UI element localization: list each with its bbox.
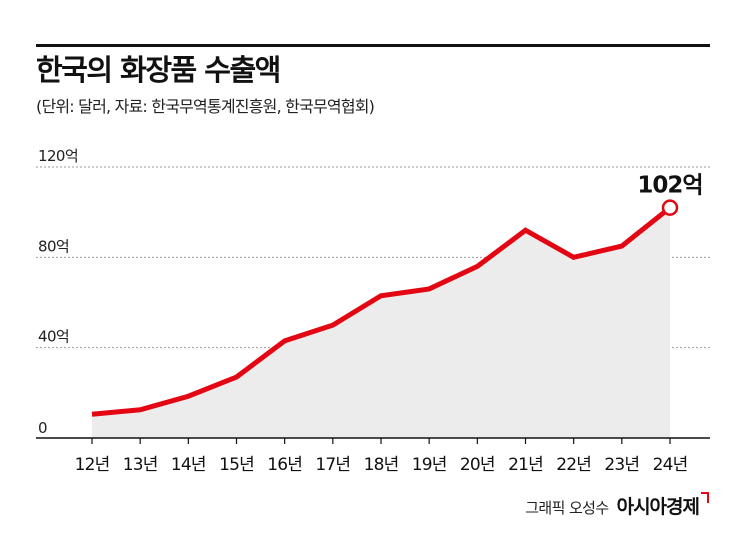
- x-tick-label: 17년: [315, 455, 350, 475]
- top-rule: [36, 44, 710, 47]
- brand-mark-icon: [701, 492, 709, 503]
- x-tick-label: 22년: [556, 455, 591, 475]
- x-tick-label: 18년: [364, 455, 399, 475]
- x-tick-label: 24년: [653, 455, 688, 475]
- y-tick-label: 40억: [38, 328, 69, 346]
- highlight-label: 102억: [637, 173, 702, 199]
- y-tick-label: 0: [38, 419, 47, 437]
- x-tick-label: 19년: [412, 455, 447, 475]
- credit-line: 그래픽 오성수 아시아경제: [525, 492, 709, 518]
- graphic-credit: 그래픽 오성수: [525, 499, 609, 517]
- x-tick-label: 20년: [460, 455, 495, 475]
- x-tick-label: 15년: [219, 455, 254, 475]
- area-fill: [92, 207, 670, 438]
- highlight-marker: [661, 199, 679, 216]
- brand-logo: 아시아경제: [616, 492, 709, 518]
- x-tick-label: 13년: [123, 455, 158, 475]
- x-tick-label: 12년: [75, 455, 110, 475]
- brand-name: 아시아경제: [616, 496, 700, 518]
- y-tick-label: 120억: [38, 147, 78, 165]
- y-tick-label: 80억: [38, 237, 69, 255]
- x-tick-label: 14년: [171, 455, 206, 475]
- x-tick-label: 23년: [604, 455, 639, 475]
- source-note: (단위: 달러, 자료: 한국무역통계진흥원, 한국무역협회): [36, 97, 375, 116]
- chart-title: 한국의 화장품 수출액: [36, 53, 281, 87]
- x-tick-label: 21년: [508, 455, 543, 475]
- series-line: [91, 205, 672, 417]
- x-tick-label: 16년: [267, 455, 302, 475]
